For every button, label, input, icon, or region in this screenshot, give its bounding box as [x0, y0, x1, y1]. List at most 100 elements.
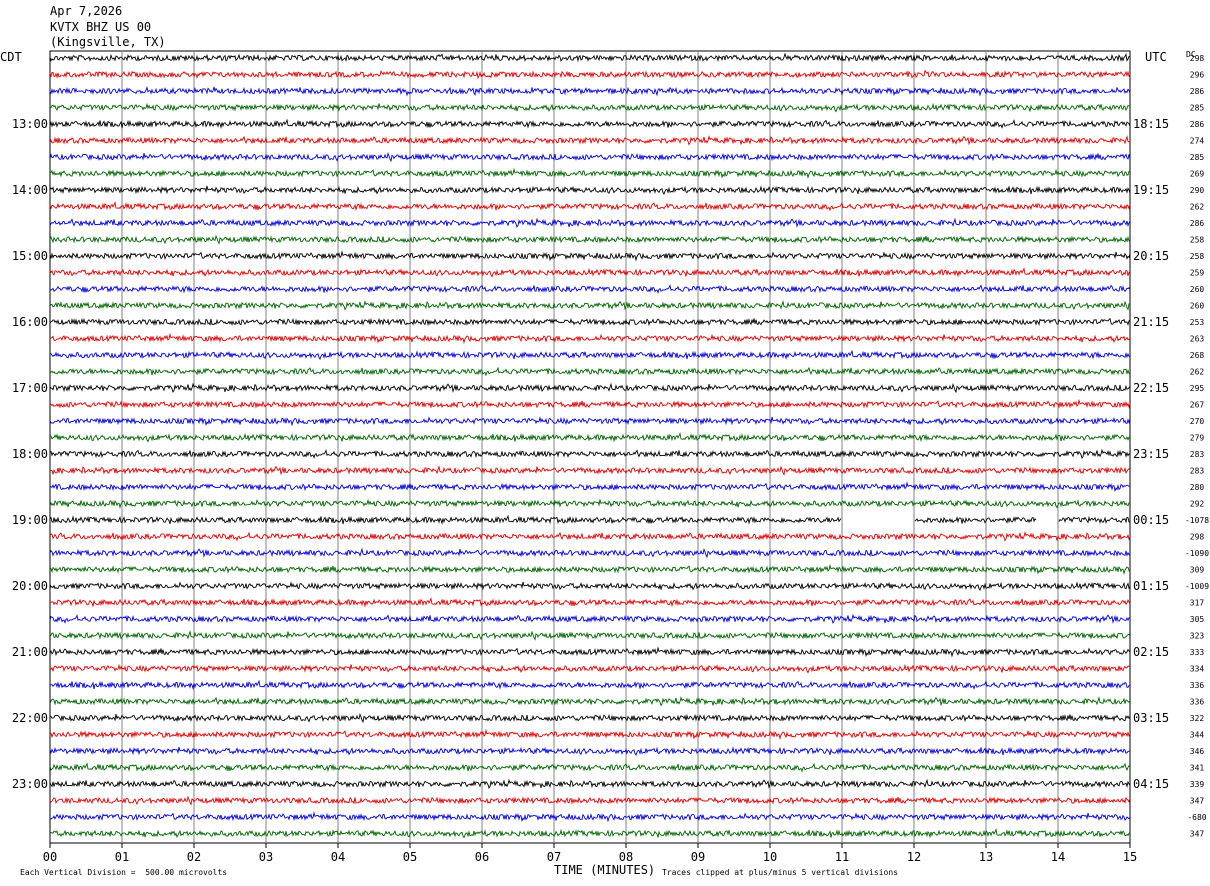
x-tick-label: 00 [43, 850, 57, 864]
dc-offset-label: -1078 [1185, 516, 1209, 525]
x-tick-label: 05 [403, 850, 417, 864]
cdt-hour-label: 22:00 [12, 711, 48, 725]
cdt-hour-label: 23:00 [12, 777, 48, 791]
x-tick-label: 12 [907, 850, 921, 864]
trace-row [49, 69, 1131, 80]
utc-hour-label: 22:15 [1133, 381, 1169, 395]
dc-offset-label: 336 [1190, 681, 1205, 690]
trace-row [49, 201, 1131, 212]
trace-row [49, 250, 1131, 262]
trace-row [49, 746, 1131, 756]
trace-row [49, 432, 1131, 443]
dc-offset-label: 292 [1190, 500, 1205, 509]
trace-row [49, 398, 1131, 409]
trace-row [49, 696, 1131, 707]
dc-offset-label: 269 [1190, 170, 1205, 179]
cdt-hour-label: 17:00 [12, 381, 48, 395]
trace-row [49, 152, 1131, 163]
trace-row [49, 563, 1131, 575]
dc-offset-label: 305 [1190, 615, 1205, 624]
trace-row [49, 102, 1131, 113]
trace-row [49, 778, 1131, 790]
clip-note: Traces clipped at plus/minus 5 vertical … [662, 868, 899, 877]
cdt-hour-label: 20:00 [12, 579, 48, 593]
utc-hour-label: 21:15 [1133, 315, 1169, 329]
trace-row [50, 332, 1131, 344]
trace-row [49, 663, 1131, 674]
dc-offset-label: 274 [1190, 137, 1205, 146]
utc-hour-label: 20:15 [1133, 249, 1169, 263]
x-tick-label: 08 [619, 850, 633, 864]
x-tick-label: 03 [259, 850, 273, 864]
plot-date: Apr 7,2026 [50, 4, 123, 18]
dc-offset-label: 296 [1190, 71, 1205, 80]
x-tick-label: 06 [475, 850, 489, 864]
trace-row [49, 679, 1131, 690]
trace-row [49, 481, 1131, 493]
trace-row [49, 349, 1131, 360]
dc-offset-label: 347 [1190, 797, 1205, 806]
utc-hour-label: 01:15 [1133, 579, 1169, 593]
utc-hour-label: 23:15 [1133, 447, 1169, 461]
dc-offset-label: 295 [1190, 384, 1205, 393]
trace-row [49, 613, 1131, 625]
dc-offset-label: 317 [1190, 599, 1205, 608]
dc-offset-label: 336 [1190, 698, 1205, 707]
dc-offset-label: 258 [1190, 236, 1205, 245]
dc-offset-label: 260 [1190, 302, 1205, 311]
dc-offset-label: 346 [1190, 747, 1205, 756]
cdt-hour-label: 13:00 [12, 117, 48, 131]
dc-offset-label: 259 [1190, 269, 1205, 278]
x-tick-label: 09 [691, 850, 705, 864]
x-tick-label: 11 [835, 850, 849, 864]
left-timezone-label: CDT [0, 50, 22, 64]
dc-offset-label: 283 [1190, 467, 1205, 476]
dc-offset-label: 283 [1190, 450, 1205, 459]
station-location: (Kingsville, TX) [50, 35, 166, 49]
trace-row [49, 646, 1131, 658]
utc-hour-label: 19:15 [1133, 183, 1169, 197]
dc-offset-label: -1090 [1185, 549, 1209, 558]
dc-offset-label: 280 [1190, 483, 1205, 492]
trace-row [49, 581, 1131, 591]
cdt-hour-label: 16:00 [12, 315, 48, 329]
dc-offset-label: 286 [1190, 87, 1205, 96]
utc-hour-label: 04:15 [1133, 777, 1169, 791]
dc-offset-label: 285 [1190, 104, 1205, 113]
trace-row [49, 317, 1131, 327]
dc-offset-label: 322 [1190, 714, 1205, 723]
trace-row [49, 118, 1131, 129]
dc-offset-label: 279 [1190, 434, 1205, 443]
dc-offset-label: 286 [1190, 120, 1205, 129]
dc-offset-label: 285 [1190, 153, 1205, 162]
trace-row [49, 762, 1131, 773]
dc-offset-label: 268 [1190, 351, 1205, 360]
trace-row [49, 531, 1131, 542]
x-tick-label: 07 [547, 850, 561, 864]
trace-row [49, 185, 1131, 195]
utc-hour-label: 00:15 [1133, 513, 1169, 527]
dc-offset-label: 262 [1190, 203, 1205, 212]
trace-row [49, 52, 1131, 63]
trace-row [49, 465, 1131, 476]
dc-offset-label: 341 [1190, 764, 1205, 773]
x-tick-label: 14 [1051, 850, 1065, 864]
dc-offset-label: 267 [1190, 401, 1205, 410]
trace-row [49, 514, 1131, 525]
station-id: KVTX BHZ US 00 [50, 20, 152, 34]
trace-row [49, 713, 1131, 724]
dc-header-label: DC [1186, 50, 1196, 59]
cdt-hour-label: 15:00 [12, 249, 48, 263]
trace-row [49, 811, 1131, 823]
scale-note: Each Vertical Division = 500.00 microvol… [20, 868, 228, 877]
trace-row [49, 547, 1131, 559]
trace-row [49, 828, 1131, 839]
dc-offset-label: 309 [1190, 566, 1205, 575]
trace-row [49, 366, 1131, 377]
trace-row [49, 416, 1131, 427]
dc-offset-label: 253 [1190, 318, 1205, 327]
x-tick-label: 15 [1123, 850, 1137, 864]
dc-offset-label: 298 [1190, 533, 1205, 542]
dc-offset-label: 258 [1190, 252, 1205, 261]
